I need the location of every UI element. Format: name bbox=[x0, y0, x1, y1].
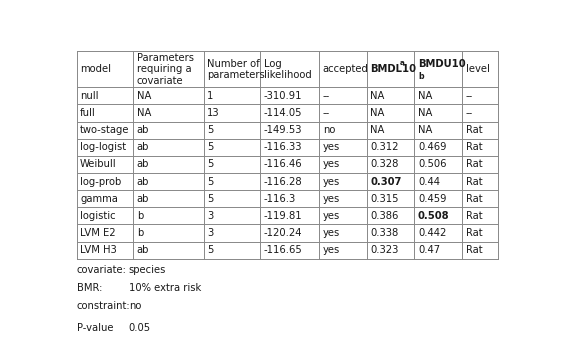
Text: Log
likelihood: Log likelihood bbox=[264, 59, 311, 80]
Text: yes: yes bbox=[323, 211, 340, 221]
Text: -116.33: -116.33 bbox=[264, 142, 302, 152]
Text: LVM H3: LVM H3 bbox=[80, 245, 117, 255]
Text: Rat: Rat bbox=[466, 159, 482, 169]
Text: full: full bbox=[80, 108, 96, 118]
Text: NA: NA bbox=[370, 91, 385, 101]
Text: Rat: Rat bbox=[466, 194, 482, 204]
Text: 0.469: 0.469 bbox=[418, 142, 447, 152]
Text: gamma: gamma bbox=[80, 194, 118, 204]
Text: log-prob: log-prob bbox=[80, 177, 121, 187]
Text: b: b bbox=[418, 72, 424, 81]
Text: 3: 3 bbox=[207, 211, 213, 221]
Text: 3: 3 bbox=[207, 228, 213, 238]
Text: --: -- bbox=[466, 108, 473, 118]
Text: ab: ab bbox=[137, 177, 149, 187]
Text: covariate:: covariate: bbox=[77, 265, 127, 275]
Text: 0.442: 0.442 bbox=[418, 228, 447, 238]
Text: 5: 5 bbox=[207, 194, 214, 204]
Text: Weibull: Weibull bbox=[80, 159, 117, 169]
Text: 10% extra risk: 10% extra risk bbox=[129, 283, 201, 293]
Text: b: b bbox=[137, 228, 143, 238]
Text: 5: 5 bbox=[207, 245, 214, 255]
Text: Rat: Rat bbox=[466, 228, 482, 238]
Text: -116.46: -116.46 bbox=[264, 159, 302, 169]
Text: LVM E2: LVM E2 bbox=[80, 228, 116, 238]
Text: NA: NA bbox=[418, 91, 433, 101]
Text: Rat: Rat bbox=[466, 125, 482, 135]
Text: --: -- bbox=[466, 91, 473, 101]
Text: ab: ab bbox=[137, 245, 149, 255]
Text: 5: 5 bbox=[207, 159, 214, 169]
Text: P-value: P-value bbox=[77, 323, 113, 333]
Text: two-stage: two-stage bbox=[80, 125, 130, 135]
Text: a: a bbox=[400, 60, 404, 66]
Text: --: -- bbox=[323, 91, 330, 101]
Text: Number of
parameters: Number of parameters bbox=[207, 59, 265, 80]
Text: level: level bbox=[466, 64, 489, 74]
Text: yes: yes bbox=[323, 142, 340, 152]
Text: constraint:: constraint: bbox=[77, 301, 130, 311]
Text: log-logist: log-logist bbox=[80, 142, 126, 152]
Text: 5: 5 bbox=[207, 177, 214, 187]
Text: -116.3: -116.3 bbox=[264, 194, 296, 204]
Text: BMR:: BMR: bbox=[77, 283, 102, 293]
Text: NA: NA bbox=[137, 108, 151, 118]
Text: Rat: Rat bbox=[466, 142, 482, 152]
Text: model: model bbox=[80, 64, 111, 74]
Text: null: null bbox=[80, 91, 99, 101]
Text: BMDU10: BMDU10 bbox=[418, 59, 466, 69]
Text: -116.65: -116.65 bbox=[264, 245, 302, 255]
Text: yes: yes bbox=[323, 159, 340, 169]
Text: Rat: Rat bbox=[466, 211, 482, 221]
Text: NA: NA bbox=[370, 108, 385, 118]
Text: 13: 13 bbox=[207, 108, 220, 118]
Text: Parameters
requiring a
covariate: Parameters requiring a covariate bbox=[137, 53, 194, 86]
Text: b: b bbox=[137, 211, 143, 221]
Text: yes: yes bbox=[323, 245, 340, 255]
Text: yes: yes bbox=[323, 194, 340, 204]
Text: 0.506: 0.506 bbox=[418, 159, 447, 169]
Text: yes: yes bbox=[323, 228, 340, 238]
Text: species: species bbox=[129, 265, 166, 275]
Text: 5: 5 bbox=[207, 125, 214, 135]
Text: 0.44: 0.44 bbox=[418, 177, 440, 187]
Text: NA: NA bbox=[370, 125, 385, 135]
Text: 0.508: 0.508 bbox=[418, 211, 449, 221]
Text: 0.47: 0.47 bbox=[418, 245, 440, 255]
Text: 5: 5 bbox=[207, 142, 214, 152]
Text: accepted: accepted bbox=[323, 64, 369, 74]
Text: 0.312: 0.312 bbox=[370, 142, 399, 152]
Text: BMDL10: BMDL10 bbox=[370, 64, 416, 74]
Text: 0.05: 0.05 bbox=[129, 323, 151, 333]
Text: -116.28: -116.28 bbox=[264, 177, 302, 187]
Text: --: -- bbox=[323, 108, 330, 118]
Text: Rat: Rat bbox=[466, 177, 482, 187]
Text: ab: ab bbox=[137, 142, 149, 152]
Text: -149.53: -149.53 bbox=[264, 125, 302, 135]
Text: NA: NA bbox=[137, 91, 151, 101]
Text: 0.315: 0.315 bbox=[370, 194, 399, 204]
Text: 0.459: 0.459 bbox=[418, 194, 447, 204]
Text: ab: ab bbox=[137, 194, 149, 204]
Text: yes: yes bbox=[323, 177, 340, 187]
Text: NA: NA bbox=[418, 108, 433, 118]
Text: NA: NA bbox=[418, 125, 433, 135]
Text: no: no bbox=[323, 125, 335, 135]
Text: logistic: logistic bbox=[80, 211, 116, 221]
Text: ab: ab bbox=[137, 125, 149, 135]
Text: -310.91: -310.91 bbox=[264, 91, 302, 101]
Text: ab: ab bbox=[137, 159, 149, 169]
Text: -119.81: -119.81 bbox=[264, 211, 302, 221]
Text: 0.307: 0.307 bbox=[370, 177, 402, 187]
Text: 0.323: 0.323 bbox=[370, 245, 399, 255]
Text: no: no bbox=[129, 301, 141, 311]
Text: 0.338: 0.338 bbox=[370, 228, 399, 238]
Text: 1: 1 bbox=[207, 91, 214, 101]
Text: 0.386: 0.386 bbox=[370, 211, 399, 221]
Text: -114.05: -114.05 bbox=[264, 108, 302, 118]
Text: Rat: Rat bbox=[466, 245, 482, 255]
Text: -120.24: -120.24 bbox=[264, 228, 302, 238]
Text: 0.328: 0.328 bbox=[370, 159, 399, 169]
